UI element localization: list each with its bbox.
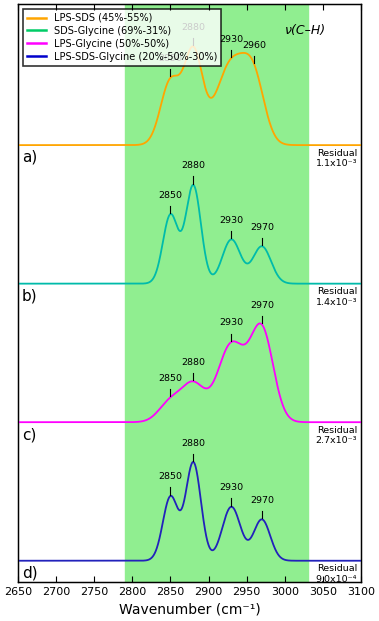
Text: 2960: 2960	[242, 41, 266, 50]
Text: d): d)	[22, 566, 38, 581]
Text: 2930: 2930	[219, 483, 243, 492]
Text: 2880: 2880	[181, 358, 205, 367]
Text: 2850: 2850	[158, 191, 183, 199]
Text: 2880: 2880	[181, 161, 205, 170]
Bar	[125, 4, 307, 582]
Text: 2850: 2850	[158, 54, 183, 63]
Text: 2930: 2930	[219, 216, 243, 225]
Text: ν(C–H): ν(C–H)	[285, 24, 326, 37]
Text: c): c)	[22, 427, 36, 442]
X-axis label: Wavenumber (cm⁻¹): Wavenumber (cm⁻¹)	[119, 603, 260, 617]
Text: 2930: 2930	[219, 35, 243, 43]
Text: 2970: 2970	[250, 301, 274, 310]
Text: 2880: 2880	[181, 438, 205, 448]
Text: b): b)	[22, 289, 38, 304]
Text: 2970: 2970	[250, 496, 274, 505]
Text: Residual
1.1x10⁻³: Residual 1.1x10⁻³	[316, 148, 357, 168]
Text: 2880: 2880	[181, 23, 205, 32]
Legend: LPS-SDS (45%-55%), SDS-Glycine (69%-31%), LPS-Glycine (50%-50%), LPS-SDS-Glycine: LPS-SDS (45%-55%), SDS-Glycine (69%-31%)…	[23, 9, 221, 66]
Text: Residual
2.7x10⁻³: Residual 2.7x10⁻³	[316, 426, 357, 445]
Text: Residual
9.0x10⁻⁴: Residual 9.0x10⁻⁴	[316, 564, 357, 584]
Text: 2930: 2930	[219, 319, 243, 327]
Text: 2850: 2850	[158, 374, 183, 383]
Text: 2970: 2970	[250, 223, 274, 232]
Text: 2850: 2850	[158, 473, 183, 481]
Text: Residual
1.4x10⁻³: Residual 1.4x10⁻³	[316, 288, 357, 307]
Text: a): a)	[22, 150, 37, 165]
